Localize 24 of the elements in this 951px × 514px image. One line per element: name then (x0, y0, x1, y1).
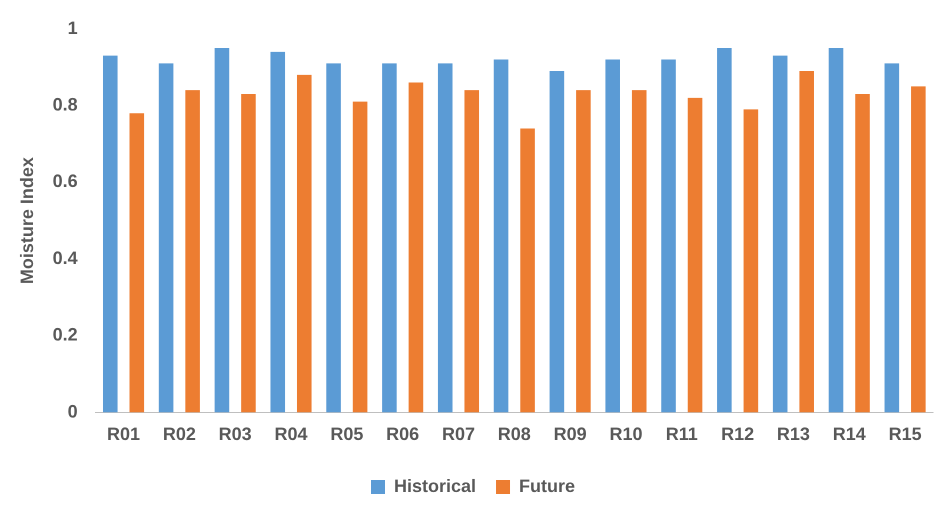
y-tick-label: 0.6 (52, 171, 78, 192)
x-tick-label: R13 (776, 424, 810, 444)
x-tick-label: R15 (888, 424, 922, 444)
legend-label: Future (519, 476, 576, 496)
x-tick-label: R14 (832, 424, 866, 444)
x-tick-label: R04 (274, 424, 308, 444)
x-tick-label: R10 (609, 424, 642, 444)
x-tick-label: R03 (218, 424, 252, 444)
x-tick-label: R01 (107, 424, 140, 444)
x-tick-label: R09 (554, 424, 587, 444)
x-tick-label: R08 (498, 424, 531, 444)
x-tick-label: R07 (442, 424, 475, 444)
y-tick-label: 0 (68, 401, 78, 422)
x-tick-label: R02 (162, 424, 196, 444)
y-tick-label: 0.4 (52, 248, 78, 268)
x-tick-label: R11 (666, 424, 698, 444)
y-tick-label: 0.8 (52, 94, 78, 114)
y-tick-label: 1 (68, 18, 78, 38)
y-tick-label: 0.2 (52, 324, 78, 345)
x-tick-label: R05 (330, 424, 364, 444)
x-tick-label: R06 (386, 424, 420, 444)
x-tick-label: R12 (721, 424, 754, 444)
y-axis-title: Moisture Index (16, 157, 37, 284)
legend-label: Historical (394, 476, 476, 496)
